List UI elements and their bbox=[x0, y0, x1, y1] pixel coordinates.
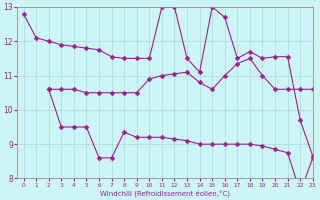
X-axis label: Windchill (Refroidissement éolien,°C): Windchill (Refroidissement éolien,°C) bbox=[100, 189, 230, 197]
